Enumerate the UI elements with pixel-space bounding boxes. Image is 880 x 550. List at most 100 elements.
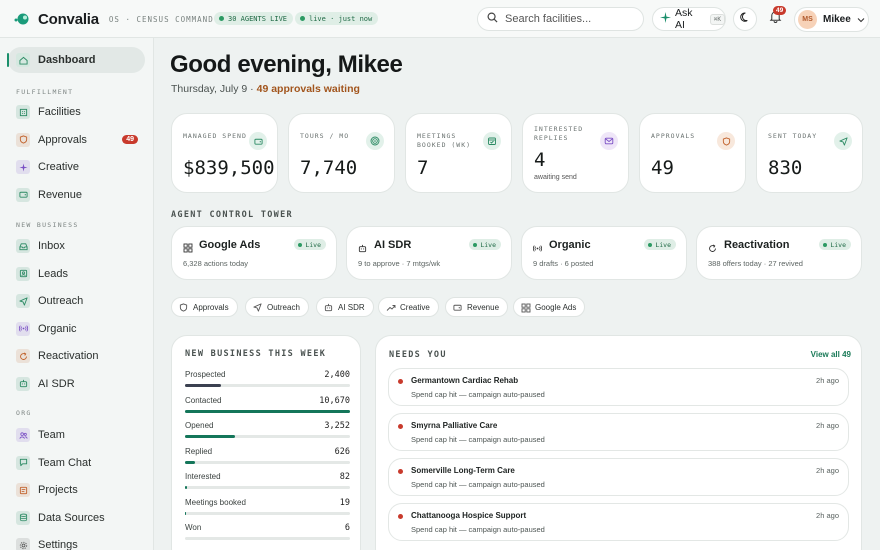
theme-toggle-button[interactable] — [733, 7, 757, 31]
search-input[interactable] — [505, 13, 635, 25]
sidebar-item-label: Creative — [38, 161, 79, 173]
agent-card-ai-sdr[interactable]: AI SDR Live 9 to approve · 7 mtgs/wk — [346, 226, 512, 280]
list-item[interactable]: Smyrna Palliative Care Spend cap hit — c… — [388, 413, 849, 451]
need-description: Spend cap hit — campaign auto-paused — [411, 390, 545, 399]
funnel-label: Replied — [185, 446, 213, 456]
chip-label: Google Ads — [535, 302, 577, 312]
agent-description: 9 to approve · 7 mtgs/wk — [358, 259, 441, 268]
funnel-bar-track — [185, 486, 350, 489]
quick-link-revenue[interactable]: Revenue — [445, 297, 509, 317]
page-subtitle: Thursday, July 9 · 49 approvals waiting — [171, 83, 360, 95]
list-item[interactable]: Somerville Long-Term Care Spend cap hit … — [388, 458, 849, 496]
ask-ai-shortcut: ⌘K — [709, 13, 725, 25]
home-icon — [16, 53, 30, 67]
sidebar-item-label: Projects — [38, 484, 78, 496]
kpi-card-sent-today[interactable]: SENT TODAY 830 — [756, 113, 863, 193]
sidebar-item-label: Inbox — [38, 240, 65, 252]
agent-description: 9 drafts · 6 posted — [533, 259, 594, 268]
sidebar-item-data-sources[interactable]: Data Sources — [8, 505, 145, 531]
needs-you-title: NEEDS YOU — [389, 350, 447, 360]
database-icon — [16, 510, 30, 525]
sidebar-item-organic[interactable]: Organic — [8, 316, 145, 342]
page-title: Good evening, Mikee — [170, 51, 403, 78]
alert-dot-icon — [398, 469, 403, 474]
quick-link-outreach[interactable]: Outreach — [245, 297, 309, 317]
chip-label: Creative — [400, 302, 430, 312]
quick-link-google-ads[interactable]: Google Ads — [513, 297, 586, 317]
kpi-card-tours-mo[interactable]: TOURS / MO 7,740 — [288, 113, 395, 193]
funnel-bar-fill — [185, 435, 235, 438]
funnel-bar-fill — [185, 409, 350, 413]
sparkle-icon — [660, 12, 671, 26]
moon-icon — [739, 10, 751, 28]
ask-ai-button[interactable]: Ask AI ⌘K — [652, 7, 726, 31]
section-label-org: ORG — [16, 409, 32, 417]
funnel-bar-track — [185, 409, 350, 413]
sidebar-item-projects[interactable]: Projects — [8, 477, 145, 503]
list-item[interactable]: Germantown Cardiac Rehab Spend cap hit —… — [388, 368, 849, 406]
agent-card-reactivation[interactable]: Reactivation Live 388 offers today · 27 … — [696, 226, 862, 280]
alert-dot-icon — [398, 424, 403, 429]
kpi-card-meetings-booked-wk[interactable]: MEETINGS BOOKED (WK) 7 — [405, 113, 512, 193]
agent-card-google-ads[interactable]: Google Ads Live 6,328 actions today — [171, 226, 337, 280]
alert-dot-icon — [398, 514, 403, 519]
kpi-label: INTERESTED REPLIES — [534, 125, 584, 142]
sidebar-item-label: Settings — [38, 539, 78, 550]
ask-ai-label: Ask AI — [675, 7, 693, 31]
brand[interactable]: Convalia OS · CENSUS COMMAND — [12, 9, 214, 29]
kpi-label: SENT TODAY — [768, 132, 818, 140]
funnel-title: NEW BUSINESS THIS WEEK — [185, 349, 327, 359]
sidebar-item-label: Revenue — [38, 188, 83, 201]
kpi-label: TOURS / MO — [300, 132, 350, 140]
quick-link-ai-sdr[interactable]: AI SDR — [316, 297, 374, 317]
sidebar-item-approvals[interactable]: Approvals 49 — [8, 127, 145, 153]
sidebar-item-label: Approvals — [38, 133, 87, 146]
sidebar-item-creative[interactable]: Creative — [8, 154, 145, 180]
user-name: Mikee — [823, 14, 851, 25]
funnel-label: Contacted — [185, 395, 222, 405]
sidebar-item-facilities[interactable]: Facilities — [8, 99, 145, 125]
view-all-link[interactable]: View all 49 — [810, 350, 851, 359]
quick-link-approvals[interactable]: Approvals — [171, 297, 238, 317]
agent-name: AI SDR — [374, 239, 412, 251]
funnel-value: 3,252 — [324, 421, 350, 431]
bot-icon — [324, 303, 333, 312]
funnel-bar-track — [185, 460, 350, 464]
mail-icon — [600, 132, 618, 150]
sidebar-item-dashboard[interactable]: Dashboard — [7, 47, 145, 73]
list-item[interactable]: Chattanooga Hospice Support Spend cap hi… — [388, 503, 849, 541]
kpi-card-interested-replies[interactable]: INTERESTED REPLIES 4 awaiting send — [522, 113, 629, 193]
funnel-row: Prospected 2,400 — [185, 370, 350, 388]
kpi-card-approvals[interactable]: APPROVALS 49 — [639, 113, 746, 193]
agent-name: Reactivation — [724, 239, 790, 251]
sidebar-item-revenue[interactable]: Revenue — [8, 182, 145, 208]
funnel-label: Won — [185, 523, 202, 532]
sidebar-item-ai-sdr[interactable]: AI SDR — [8, 371, 145, 397]
kpi-card-managed-spend[interactable]: MANAGED SPEND $839,500 — [171, 113, 278, 193]
sidebar-item-label: Team — [38, 429, 65, 441]
search-icon — [487, 10, 498, 28]
sidebar-item-reactivation[interactable]: Reactivation — [8, 343, 145, 369]
sidebar-item-leads[interactable]: Leads — [8, 261, 145, 287]
sidebar-item-settings[interactable]: Settings — [8, 532, 145, 550]
agent-live-badge: Live — [294, 239, 326, 250]
funnel-value: 82 — [339, 472, 350, 482]
sidebar-item-team-chat[interactable]: Team Chat — [8, 450, 145, 476]
trend-icon — [386, 303, 396, 312]
sidebar-item-inbox[interactable]: Inbox — [8, 233, 145, 259]
sidebar-item-outreach[interactable]: Outreach — [8, 288, 145, 314]
quick-link-creative[interactable]: Creative — [378, 297, 439, 317]
funnel-label: Prospected — [185, 370, 226, 379]
search-bar[interactable] — [477, 7, 644, 31]
kpi-label: MEETINGS BOOKED (WK) — [417, 132, 472, 149]
funnel-row: Opened 3,252 — [185, 421, 350, 439]
alert-dot-icon — [398, 379, 403, 384]
need-description: Spend cap hit — campaign auto-paused — [411, 480, 545, 489]
user-menu[interactable]: MS Mikee — [794, 7, 869, 32]
agent-card-organic[interactable]: Organic Live 9 drafts · 6 posted — [521, 226, 687, 280]
sidebar-item-team[interactable]: Team — [8, 422, 145, 448]
brand-logo-icon — [12, 9, 32, 29]
gear-icon — [16, 538, 30, 550]
agent-live-badge: Live — [644, 239, 676, 250]
approvals-waiting-link[interactable]: 49 approvals waiting — [256, 83, 360, 95]
